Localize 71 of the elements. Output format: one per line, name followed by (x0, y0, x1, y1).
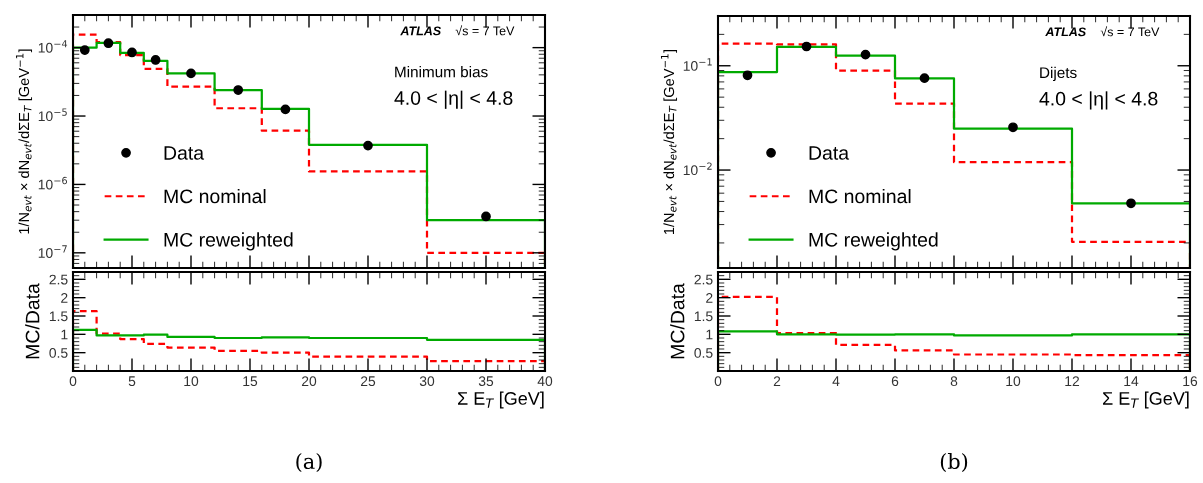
x-tick-label: 10 (184, 376, 199, 387)
y-tick-label: 10$^{−2}$ (683, 162, 712, 176)
y-tick-label: 2 (706, 293, 713, 303)
x-tick-label: 4 (832, 376, 840, 386)
point (801, 41, 812, 52)
x-tick-label: 16 (1183, 376, 1198, 387)
point (860, 49, 871, 60)
text: (a) (296, 452, 322, 473)
point (363, 140, 373, 151)
y-tick-label: 1 (706, 329, 713, 340)
x-tick-label: 5 (128, 376, 136, 387)
legend-label: Data (164, 146, 205, 160)
y-tick-label: 10$^{−1}$ (683, 58, 712, 71)
point (233, 85, 244, 95)
y-tick-label: 1.5 (49, 311, 68, 322)
x-axis-title: Σ E$_{T}$ [GeV] (458, 391, 544, 409)
x-tick-label: 40 (537, 376, 553, 387)
point (150, 55, 161, 65)
annotation: √s = 7 TeV (455, 25, 515, 36)
point (127, 47, 137, 58)
x-tick-label: 8 (950, 376, 958, 387)
legend-label: Data (809, 146, 850, 160)
x-tick-label: 2 (773, 376, 781, 386)
legend-label: MC reweighted (809, 232, 938, 251)
annotation: ATLAS (1045, 27, 1087, 37)
text: 1/N$_{evt}$ × dN$_{evt}$/dΣE$_{T}$ [GeV$^{−1}$] (660, 49, 678, 235)
y-tick-label: 0.5 (49, 348, 68, 358)
x-tick-label: 6 (891, 376, 899, 387)
x-tick-label: 30 (419, 376, 435, 387)
y-tick-label: 10$^{−4}$ (38, 40, 68, 53)
x-tick-label: 20 (301, 376, 317, 387)
annotation: 4.0 < |η| < 4.8 (394, 90, 513, 109)
y-axis-title: MC/Data (25, 283, 40, 359)
point (1126, 198, 1136, 209)
point (186, 68, 196, 79)
y-axis-title: MC/Data (670, 283, 685, 359)
point (103, 38, 114, 49)
x-tick-label: 0 (69, 376, 77, 387)
annotation: Dijets (1040, 66, 1077, 82)
y-tick-label: 2.5 (49, 274, 68, 285)
y-tick-label: 2.5 (694, 274, 713, 285)
annotation: ATLAS (400, 26, 442, 36)
legend-label: MC nominal (164, 188, 266, 204)
legend-label: MC nominal (809, 188, 911, 204)
annotation: 4.0 < |η| < 4.8 (1039, 91, 1158, 110)
x-tick-label: 15 (243, 376, 258, 387)
x-tick-label: 0 (714, 376, 722, 387)
point (481, 211, 491, 222)
y-tick-label: 10$^{−7}$ (38, 245, 67, 258)
x-tick-label: 10 (1006, 376, 1021, 387)
annotation: √s = 7 TeV (1100, 26, 1160, 37)
point (742, 70, 753, 81)
x-tick-label: 14 (1124, 376, 1139, 386)
point (1008, 122, 1018, 133)
x-tick-label: 25 (360, 376, 376, 387)
text: (b) (940, 452, 968, 473)
y-tick-label: 0.5 (694, 348, 713, 358)
legend-label: MC reweighted (164, 232, 293, 251)
point (79, 45, 90, 55)
point (919, 73, 930, 84)
annotation: Minimum bias (395, 66, 488, 78)
x-tick-label: 35 (478, 376, 494, 387)
point (280, 104, 291, 115)
x-axis-title: Σ E$_{T}$ [GeV] (1103, 391, 1189, 409)
y-tick-label: 1.5 (694, 311, 713, 322)
text: 1/N$_{evt}$ × dN$_{evt}$/dΣE$_{T}$ [GeV$^{−1}$] (15, 49, 33, 234)
y-tick-label: 2 (61, 293, 68, 303)
y-tick-label: 10$^{−5}$ (38, 108, 67, 122)
y-tick-label: 1 (61, 329, 68, 340)
x-tick-label: 12 (1065, 376, 1080, 386)
y-tick-label: 10$^{−6}$ (38, 176, 68, 190)
